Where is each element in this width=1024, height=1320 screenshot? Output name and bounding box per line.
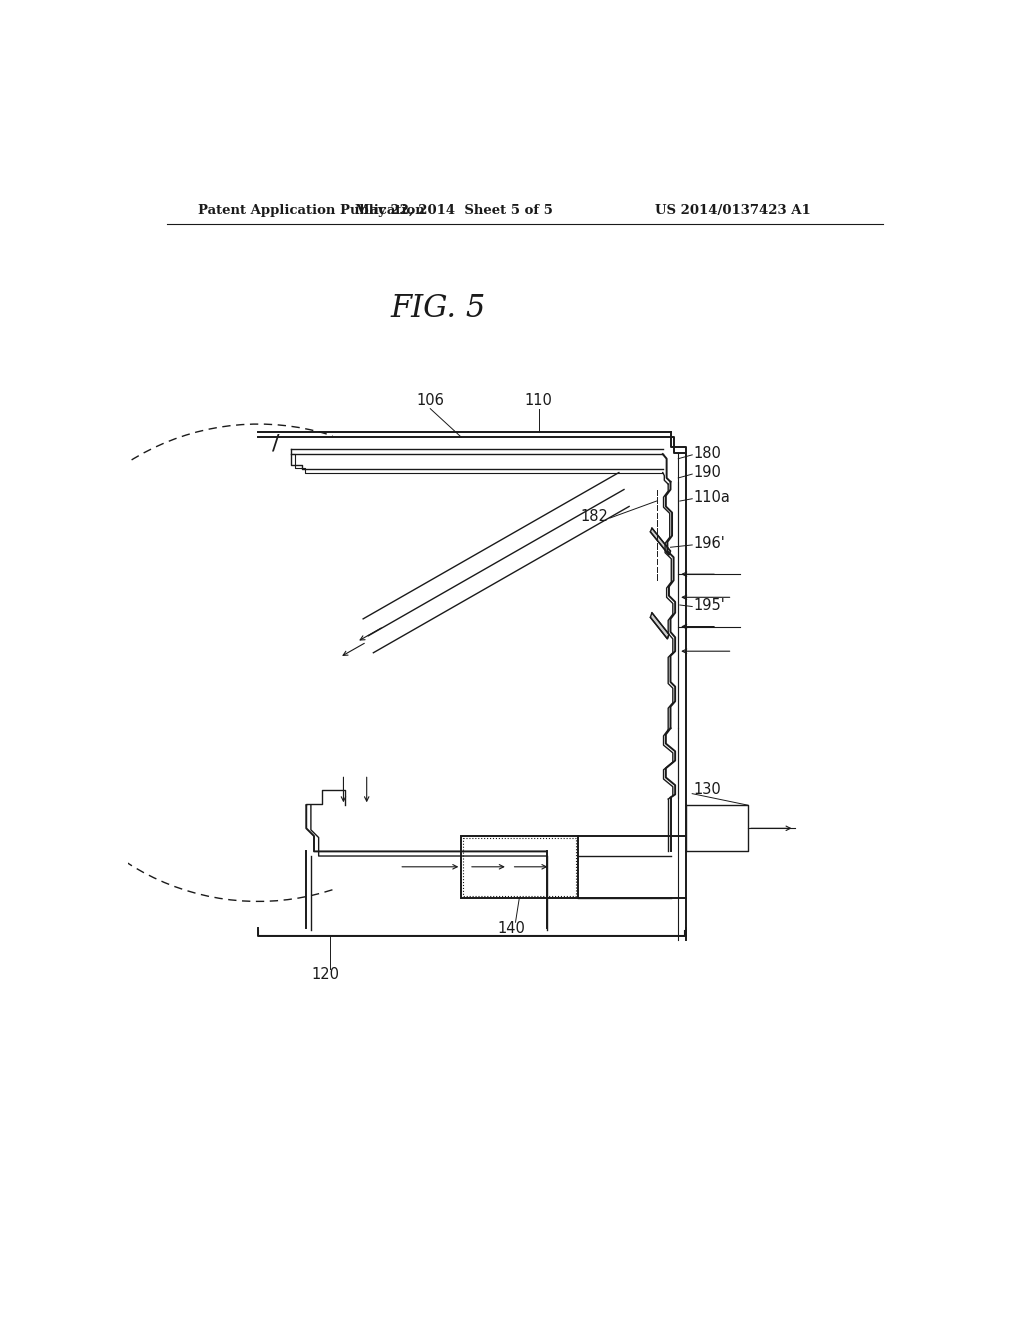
Text: 195': 195' (693, 598, 725, 612)
Text: 190: 190 (693, 465, 722, 480)
Polygon shape (650, 528, 671, 554)
Text: US 2014/0137423 A1: US 2014/0137423 A1 (654, 205, 810, 218)
Text: Patent Application Publication: Patent Application Publication (198, 205, 425, 218)
Text: /: / (271, 433, 279, 453)
Text: 106: 106 (417, 393, 444, 408)
Text: 130: 130 (693, 783, 722, 797)
Text: 182: 182 (581, 510, 608, 524)
Bar (461, 836, 578, 898)
Text: FIG. 5: FIG. 5 (390, 293, 485, 323)
Text: 196': 196' (693, 536, 725, 550)
Text: 140: 140 (498, 921, 525, 936)
Text: 180: 180 (693, 446, 722, 461)
Text: May 22, 2014  Sheet 5 of 5: May 22, 2014 Sheet 5 of 5 (354, 205, 552, 218)
Polygon shape (650, 612, 669, 639)
Text: 110a: 110a (693, 490, 731, 504)
Text: 120: 120 (311, 968, 340, 982)
Bar (463, 837, 575, 896)
Text: 110: 110 (525, 393, 553, 408)
